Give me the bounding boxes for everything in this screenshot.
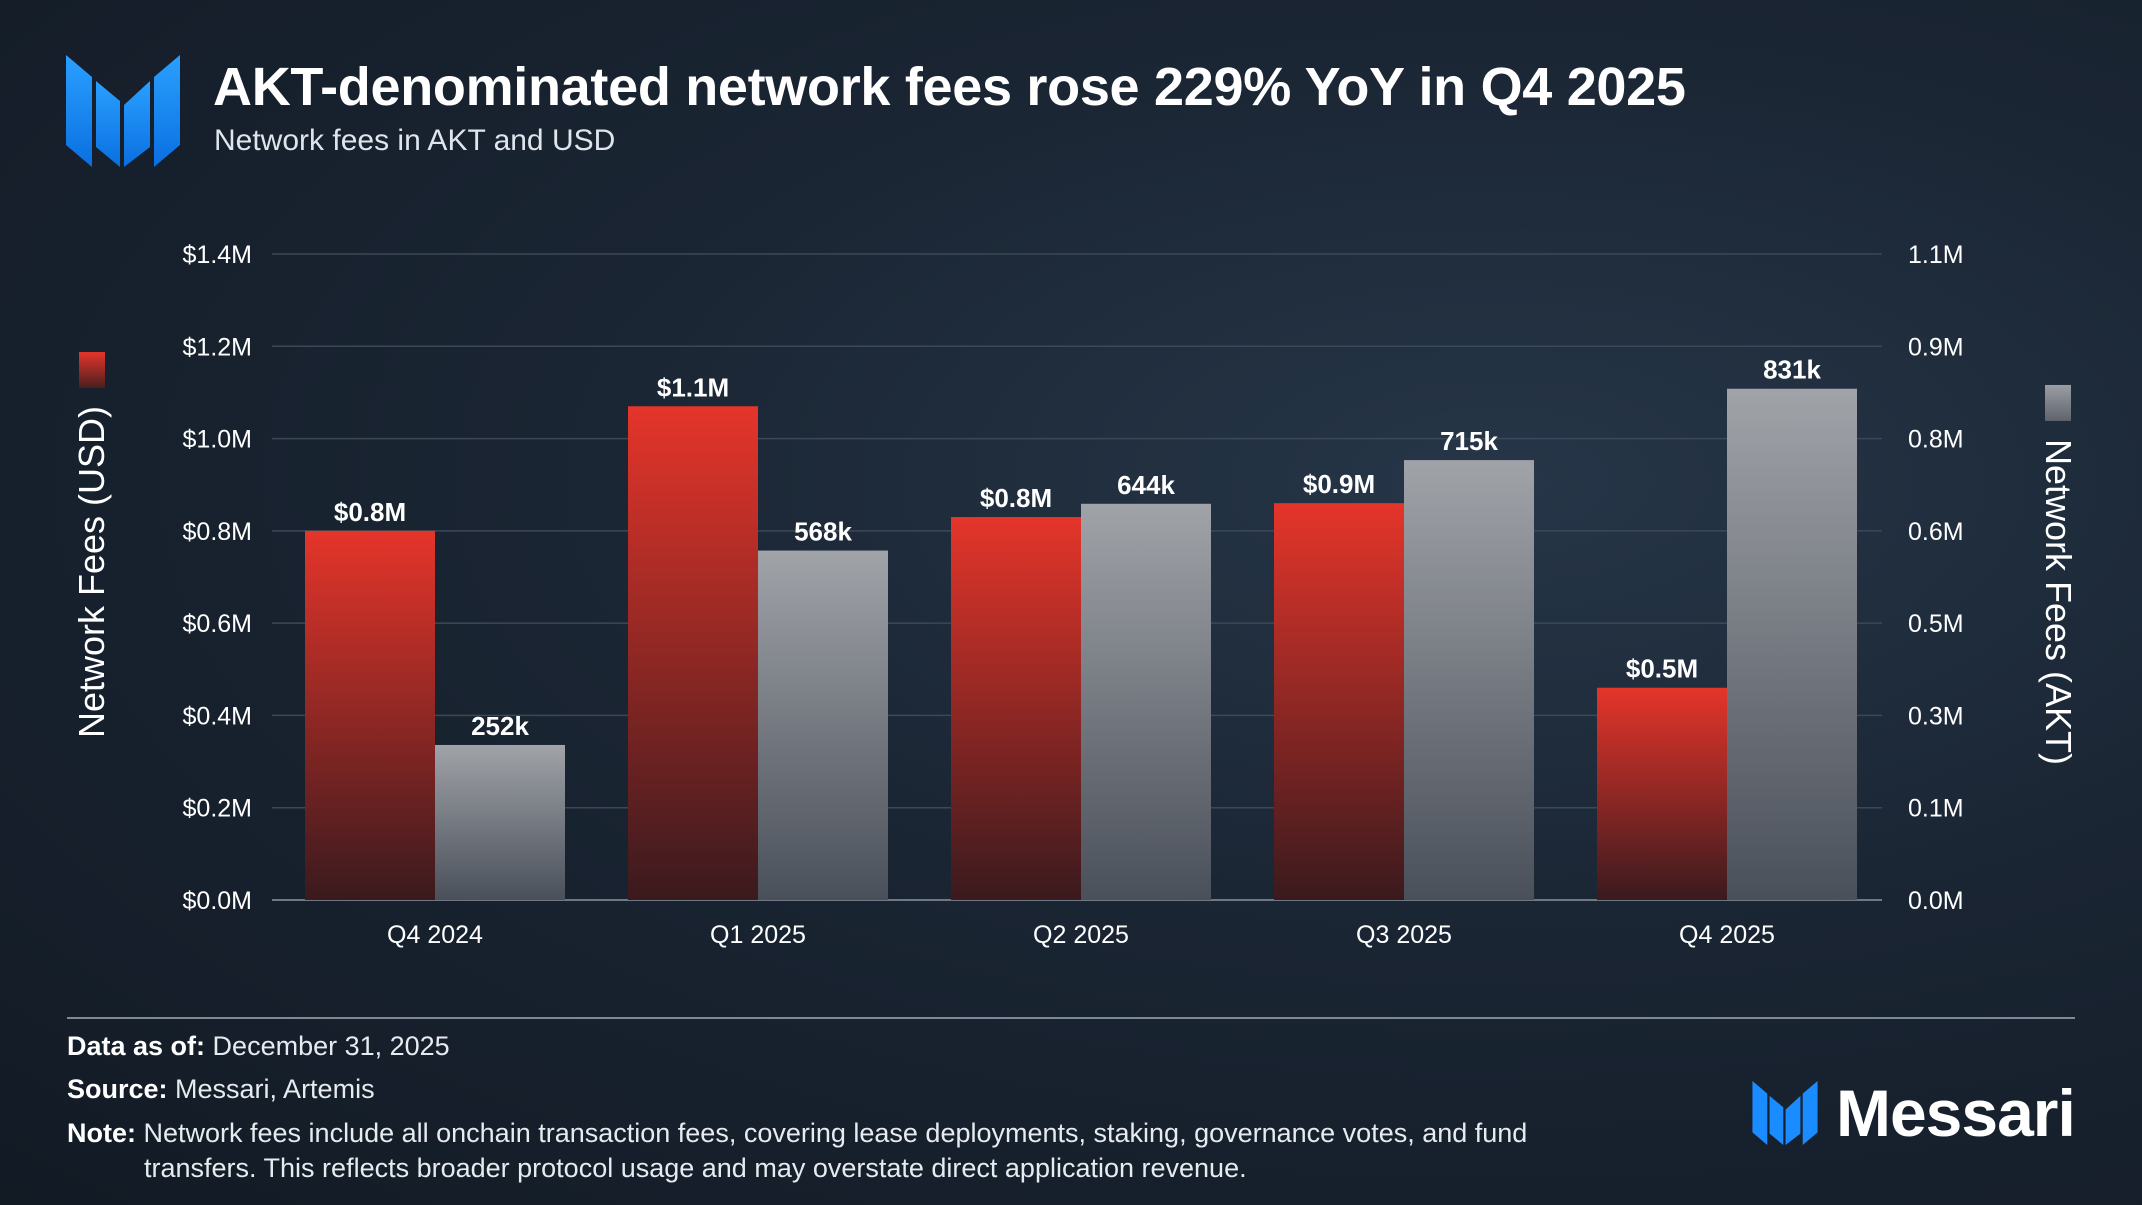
right-tick-label: 0.1M: [1908, 795, 1964, 823]
data-as-of-label: Data as of:: [67, 1031, 206, 1061]
akt-bar: [1727, 388, 1857, 900]
messari-logo-icon: [66, 55, 180, 167]
akt-data-label: 715k: [1440, 426, 1498, 456]
akt-data-label: 644k: [1117, 470, 1175, 500]
left-tick-label: $1.2M: [183, 333, 252, 361]
usd-bar: [628, 406, 758, 900]
right-axis-title-text: Network Fees (AKT): [2038, 438, 2079, 766]
right-tick-label: 1.1M: [1908, 241, 1964, 269]
x-tick-label: Q3 2025: [1356, 921, 1452, 949]
source-value: Messari, Artemis: [167, 1074, 375, 1104]
data-as-of-value: December 31, 2025: [205, 1031, 450, 1061]
akt-bar: [758, 550, 888, 900]
left-tick-label: $0.0M: [183, 887, 252, 915]
usd-data-label: $0.5M: [1626, 654, 1698, 684]
usd-data-label: $0.9M: [1303, 469, 1375, 499]
source-label: Source:: [67, 1074, 168, 1104]
right-tick-label: 0.3M: [1908, 702, 1964, 730]
right-axis-title: Network Fees (AKT): [2037, 384, 2079, 766]
left-axis-title: Network Fees (USD): [71, 351, 113, 739]
chart-subtitle: Network fees in AKT and USD: [214, 124, 616, 157]
x-tick-label: Q4 2024: [387, 921, 483, 949]
left-axis-title-text: Network Fees (USD): [71, 405, 112, 739]
left-tick-label: $0.8M: [183, 518, 252, 546]
brand-name: Messari: [1836, 1076, 2076, 1150]
akt-data-label: 252k: [471, 711, 529, 741]
akt-bar: [1081, 503, 1211, 900]
x-tick-label: Q4 2025: [1679, 921, 1775, 949]
left-tick-label: $1.0M: [183, 426, 252, 454]
akt-legend-swatch: [2045, 384, 2071, 421]
left-tick-label: $0.2M: [183, 795, 252, 823]
usd-data-label: $0.8M: [980, 483, 1052, 513]
chart-title: AKT-denominated network fees rose 229% Y…: [213, 57, 1686, 117]
usd-bar: [1274, 503, 1404, 900]
right-tick-label: 0.0M: [1908, 887, 1964, 915]
source-line: Source: Messari, Artemis: [67, 1074, 375, 1105]
right-tick-label: 0.6M: [1908, 518, 1964, 546]
right-tick-label: 0.8M: [1908, 426, 1964, 454]
note-text-line2: transfers. This reflects broader protoco…: [144, 1153, 1247, 1183]
messari-brand-icon: [1752, 1081, 1818, 1145]
data-as-of: Data as of: December 31, 2025: [67, 1031, 450, 1062]
usd-legend-swatch: [79, 351, 105, 388]
bar-chart: $0.0M $0.2M $0.4M $0.6M $0.8M $1.0M $1.2M $1.4M…: [183, 241, 1964, 949]
akt-data-label: 831k: [1763, 355, 1821, 385]
usd-bar: [305, 530, 435, 900]
right-tick-label: 0.9M: [1908, 333, 1964, 361]
brand-logo: Messari: [1752, 1075, 2076, 1151]
right-tick-label: 0.5M: [1908, 610, 1964, 638]
left-tick-label: $0.4M: [183, 702, 252, 730]
akt-bar: [1404, 460, 1534, 900]
usd-data-label: $1.1M: [657, 372, 729, 402]
left-tick-label: $1.4M: [183, 241, 252, 269]
note-line: Note: Network fees include all onchain t…: [67, 1118, 1527, 1149]
akt-bar: [435, 744, 565, 900]
x-tick-label: Q2 2025: [1033, 921, 1129, 949]
usd-bar: [1597, 687, 1727, 900]
note-text-line1: Network fees include all onchain transac…: [136, 1118, 1528, 1148]
note-label: Note:: [67, 1118, 136, 1148]
akt-data-label: 568k: [794, 517, 852, 547]
usd-bar: [951, 517, 1081, 900]
x-tick-label: Q1 2025: [710, 921, 806, 949]
usd-data-label: $0.8M: [334, 497, 406, 527]
footer-divider: [67, 1017, 2075, 1019]
left-tick-label: $0.6M: [183, 610, 252, 638]
